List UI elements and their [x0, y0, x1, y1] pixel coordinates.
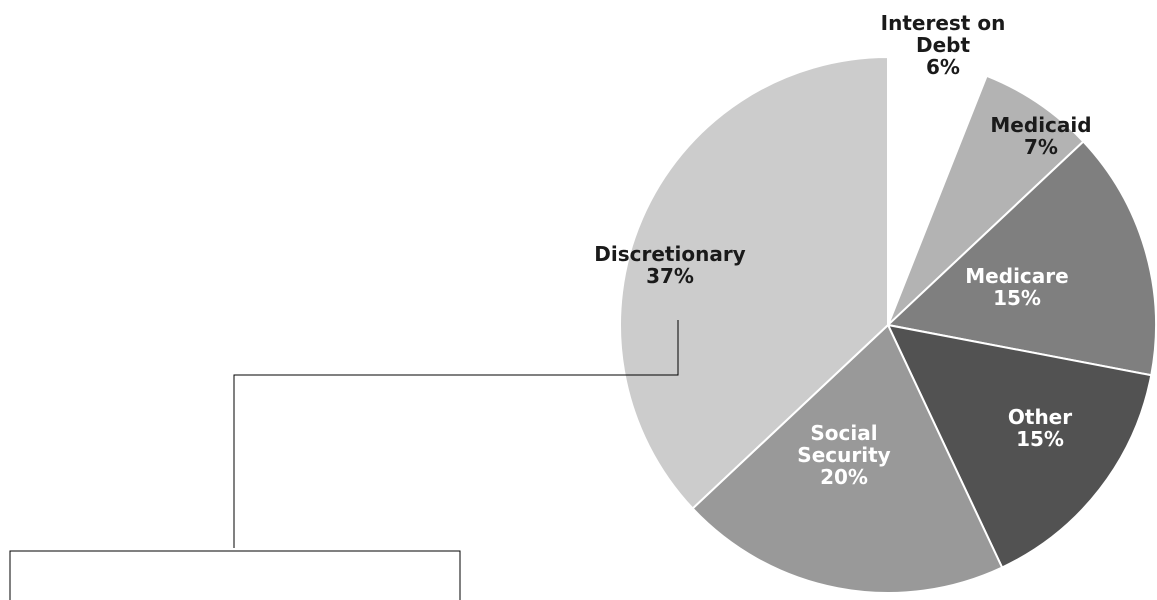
slice-label-1: Medicaid 7% [990, 113, 1091, 159]
slice-value-label: 15% [1016, 427, 1064, 451]
callout-box-edge [9, 550, 461, 600]
slice-label-2: Medicare 15% [965, 264, 1068, 310]
pie-slices [619, 55, 1157, 594]
pie-slice-2 [885, 140, 1157, 377]
slice-value-label: 15% [993, 286, 1041, 310]
slice-name-label: Security [797, 443, 890, 467]
slice-label-0: Interest on Debt 6% [881, 11, 1006, 79]
slice-name-label: Discretionary [594, 242, 745, 266]
slice-value-label: 37% [646, 264, 694, 288]
pie-slice-3 [886, 323, 1153, 569]
slice-value-label: 7% [1024, 135, 1058, 159]
slice-name-label: Debt [916, 33, 970, 57]
pie-slice-1 [887, 74, 1085, 326]
slice-value-label: 20% [820, 465, 868, 489]
slice-label-3: Other 15% [1008, 405, 1072, 451]
callout-line [233, 320, 679, 548]
slice-name-label: Medicaid [990, 113, 1091, 137]
slice-name-label: Other [1008, 405, 1072, 429]
slice-name-label: Interest on [881, 11, 1006, 35]
slice-label-5: Discretionary 37% [594, 242, 745, 288]
callout-connector [9, 320, 679, 600]
pie-labels: Interest on Debt 6%Medicaid 7%Medicare 15%Ot… [594, 11, 1091, 489]
slice-value-label: 6% [926, 55, 960, 79]
pie-slice-4 [691, 323, 1004, 594]
pie-slice-5 [619, 55, 889, 510]
slice-name-label: Social [810, 421, 877, 445]
slice-label-4: Social Security 20% [797, 421, 890, 489]
slice-name-label: Medicare [965, 264, 1068, 288]
